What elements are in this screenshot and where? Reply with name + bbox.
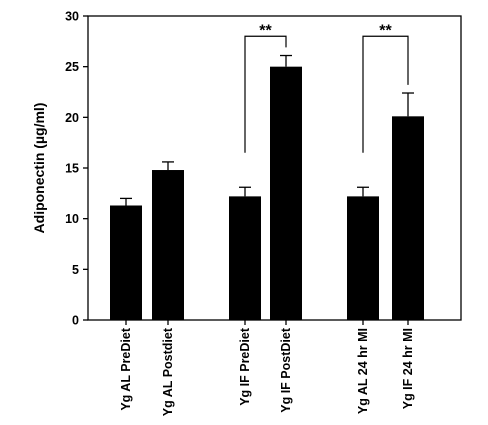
bar-6 xyxy=(392,116,424,320)
bar-4 xyxy=(270,66,302,321)
significance-marker: ** xyxy=(259,22,272,39)
significance-bracket xyxy=(362,35,409,153)
y-tick-label: 20 xyxy=(65,111,79,125)
significance-bracket xyxy=(244,35,287,153)
category-label: Yg AL Postdiet xyxy=(161,327,175,416)
bar-1 xyxy=(110,205,142,320)
significance-marker: ** xyxy=(379,22,392,39)
y-tick-label: 10 xyxy=(65,212,79,226)
y-tick-label: 0 xyxy=(72,314,79,328)
category-label: Yg IF PreDiet xyxy=(238,327,252,406)
bar-5 xyxy=(347,196,379,320)
category-label: Yg AL PreDiet xyxy=(119,327,133,410)
category-label: Yg IF 24 hr MI xyxy=(401,328,415,409)
category-label: Yg AL 24 hr MI xyxy=(356,328,370,414)
y-tick-label: 30 xyxy=(65,10,79,24)
y-tick-label: 5 xyxy=(72,263,79,277)
y-tick-label: 25 xyxy=(65,60,79,74)
category-label: Yg IF PostDiet xyxy=(279,327,293,413)
y-axis-label: Adiponectin (µg/ml) xyxy=(31,103,47,234)
bar-2 xyxy=(152,170,184,320)
y-tick-label: 15 xyxy=(65,162,79,176)
bar-3 xyxy=(229,196,261,320)
